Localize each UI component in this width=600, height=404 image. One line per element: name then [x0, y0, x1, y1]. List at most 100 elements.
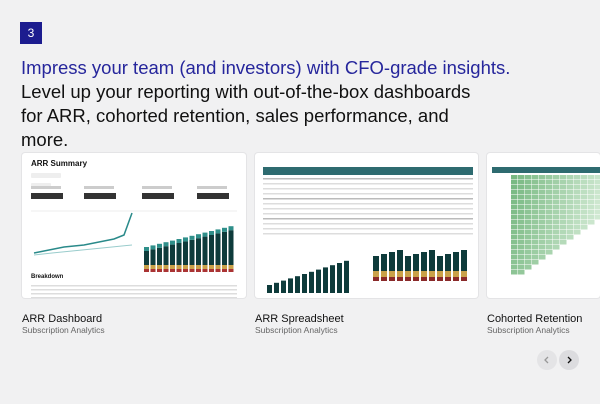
heat-cell: [539, 205, 546, 210]
subheadline: Level up your reporting with out-of-the-…: [21, 81, 471, 150]
heat-cell: [539, 225, 546, 230]
bar: [170, 244, 175, 265]
heat-cell: [511, 225, 518, 230]
heat-cell: [595, 180, 600, 185]
bar: [389, 271, 395, 277]
heat-cell: [525, 235, 532, 240]
heat-cell: [511, 185, 518, 190]
heat-cell: [539, 175, 546, 180]
heat-cell: [581, 205, 588, 210]
heat-cell: [595, 215, 600, 220]
table-row: [31, 293, 237, 295]
heat-cell: [546, 245, 553, 250]
heat-cell: [511, 270, 518, 275]
bar: [461, 250, 467, 271]
heat-cell: [532, 185, 539, 190]
bar: [397, 250, 403, 271]
heat-cell: [581, 200, 588, 205]
heat-cell: [525, 265, 532, 270]
heat-cell: [525, 240, 532, 245]
bar: [183, 265, 188, 269]
prev-button[interactable]: [537, 350, 557, 370]
heat-cell: [553, 215, 560, 220]
sheet-row: [263, 198, 473, 200]
heat-cell: [546, 195, 553, 200]
bar: [209, 235, 214, 265]
heat-cell: [539, 215, 546, 220]
heat-cell: [553, 220, 560, 225]
card-subtitle: Subscription Analytics: [487, 325, 570, 335]
heat-cell: [560, 205, 567, 210]
heat-cell: [518, 175, 525, 180]
heat-cell: [539, 210, 546, 215]
bar: [337, 263, 342, 293]
bar: [222, 265, 227, 269]
heat-cell: [511, 175, 518, 180]
heat-cell: [518, 195, 525, 200]
heat-cell: [581, 225, 588, 230]
heat-cell: [567, 220, 574, 225]
heat-cell: [560, 195, 567, 200]
heat-cell: [553, 245, 560, 250]
card-subtitle: Subscription Analytics: [255, 325, 338, 335]
heat-cell: [511, 205, 518, 210]
bar: [389, 277, 395, 281]
heat-cell: [567, 215, 574, 220]
heat-cell: [518, 235, 525, 240]
bar: [144, 247, 149, 251]
heat-cell: [574, 190, 581, 195]
thumbnail-art: [263, 167, 473, 293]
heat-cell: [588, 195, 595, 200]
bar: [228, 269, 234, 272]
bar: [453, 277, 459, 281]
bar: [274, 282, 279, 293]
heat-cell: [581, 195, 588, 200]
heat-cell: [525, 195, 532, 200]
heat-cell: [588, 190, 595, 195]
next-button[interactable]: [559, 350, 579, 370]
sheet-row: [263, 193, 473, 195]
bar: [163, 242, 169, 247]
bar: [437, 277, 443, 281]
bar: [381, 271, 387, 277]
bar: [461, 277, 467, 281]
heat-cell: [546, 175, 553, 180]
heat-cell: [574, 185, 581, 190]
heat-cell: [546, 205, 553, 210]
heat-cell: [574, 225, 581, 230]
sheet-row: [263, 218, 473, 220]
heat-cell: [511, 195, 518, 200]
card-title: ARR Dashboard: [22, 313, 103, 325]
heat-cell: [532, 220, 539, 225]
bar: [295, 276, 300, 293]
heat-cell: [511, 210, 518, 215]
bar: [381, 254, 387, 271]
sheet-header: [263, 167, 473, 175]
heat-cell: [518, 230, 525, 235]
card-title: Cohorted Retention: [487, 313, 583, 325]
heat-cell: [574, 195, 581, 200]
heat-cell: [518, 200, 525, 205]
heat-cell: [553, 225, 560, 230]
bar: [202, 265, 208, 269]
heat-cell: [574, 180, 581, 185]
bar: [144, 269, 149, 272]
heat-cell: [539, 195, 546, 200]
bar: [176, 239, 182, 243]
heat-cell: [532, 250, 539, 255]
bar: [150, 269, 156, 272]
heat-cell: [539, 185, 546, 190]
sheet-row: [263, 203, 473, 205]
bar: [202, 232, 208, 237]
bar: [453, 252, 459, 271]
chip: [31, 173, 61, 178]
heat-cell: [511, 245, 518, 250]
sheet-row: [263, 188, 473, 190]
bar: [405, 277, 411, 281]
heat-cell: [511, 260, 518, 265]
heat-cell: [553, 210, 560, 215]
heat-cell: [539, 250, 546, 255]
heat-cell: [588, 185, 595, 190]
bar: [228, 226, 234, 231]
bar: [413, 277, 419, 281]
